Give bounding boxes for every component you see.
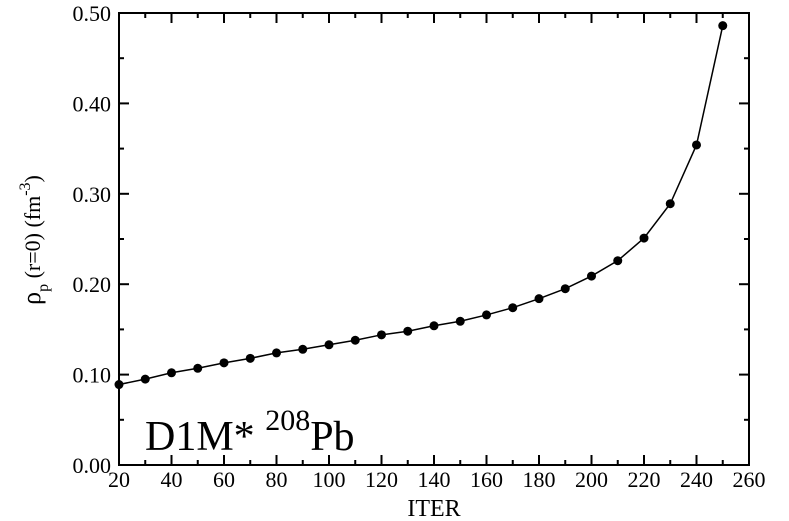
data-point: [114, 380, 124, 390]
x-tick-label: 80: [266, 467, 288, 492]
data-point: [587, 271, 596, 281]
data-point: [219, 358, 229, 368]
data-point: [482, 310, 491, 320]
data-point: [140, 374, 150, 384]
data-point: [324, 340, 334, 350]
y-label-sup: -3: [17, 182, 34, 195]
x-tick-label: 60: [213, 467, 235, 492]
data-point: [508, 303, 518, 313]
plot-frame: [118, 12, 750, 466]
annotation-part: Pb: [310, 414, 354, 460]
data-point: [429, 321, 439, 331]
data-point: [455, 316, 465, 326]
y-label-sub: p: [35, 284, 52, 292]
y-axis-label: ρp (r=0) (fm-3): [17, 175, 52, 305]
x-tick-label: 200: [575, 467, 608, 492]
y-tick-label: 0.30: [73, 182, 112, 207]
x-tick-label: 180: [523, 467, 556, 492]
annotation: D1M* 208Pb: [145, 404, 355, 460]
y-label-part: ): [20, 175, 45, 182]
series-line: [118, 25, 724, 386]
y-tick-label: 0.40: [73, 91, 112, 116]
data-point: [298, 344, 308, 354]
data-point: [377, 330, 386, 340]
x-tick-label: 120: [365, 467, 398, 492]
data-point: [350, 335, 360, 345]
y-tick-label: 0.50: [73, 1, 112, 26]
data-point: [665, 199, 675, 209]
data-point: [639, 233, 649, 243]
data-point: [613, 256, 623, 266]
x-tick-label: 240: [680, 467, 713, 492]
data-point: [193, 363, 203, 373]
data-point: [272, 348, 281, 358]
data-point: [692, 140, 701, 150]
data-point: [718, 21, 728, 31]
y-tick-label: 0.10: [73, 363, 112, 388]
data-point: [167, 368, 176, 378]
annotation-part: D1M*: [145, 414, 265, 460]
x-tick-label: 100: [313, 467, 346, 492]
y-label-part: ρ: [17, 292, 46, 305]
data-point: [534, 294, 544, 304]
data-point: [403, 326, 413, 336]
x-tick-label: 40: [161, 467, 183, 492]
data-point: [245, 353, 255, 363]
x-tick-label: 160: [470, 467, 503, 492]
x-tick-label: 220: [628, 467, 661, 492]
x-tick-label: 260: [733, 467, 766, 492]
y-label-part: (r=0) (fm: [20, 196, 45, 284]
x-tick-label: 20: [108, 467, 130, 492]
x-tick-label: 140: [418, 467, 451, 492]
annotation-sup: 208: [265, 404, 310, 437]
y-tick-label: 0.00: [73, 453, 112, 478]
x-axis-label: ITER: [407, 496, 460, 521]
data-point: [560, 284, 570, 294]
y-tick-label: 0.20: [73, 272, 112, 297]
